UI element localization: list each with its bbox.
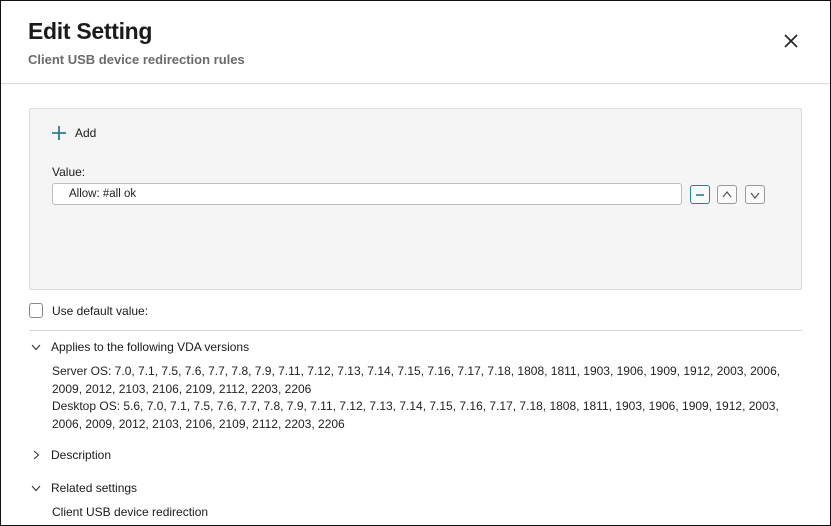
vda-versions: Server OS: 7.0, 7.1, 7.5, 7.6, 7.7, 7.8,…	[52, 363, 802, 433]
value-label: Value:	[52, 165, 86, 179]
dialog-header: Edit Setting Client USB device redirecti…	[1, 1, 830, 84]
chevron-down-icon	[31, 344, 41, 351]
applies-section-toggle[interactable]: Applies to the following VDA versions	[31, 340, 249, 354]
chevron-down-icon	[750, 192, 760, 199]
related-label: Related settings	[51, 481, 138, 495]
chevron-up-icon	[722, 190, 732, 197]
minus-icon	[696, 193, 704, 196]
add-button[interactable]: Add	[51, 125, 96, 141]
use-default-label: Use default value:	[52, 304, 149, 318]
server-os-versions: Server OS: 7.0, 7.1, 7.5, 7.6, 7.7, 7.8,…	[52, 364, 781, 396]
desktop-os-versions: Desktop OS: 5.6, 7.0, 7.1, 7.5, 7.6, 7.7…	[52, 399, 779, 431]
move-up-button[interactable]	[717, 185, 737, 204]
description-label: Description	[51, 448, 112, 462]
remove-button[interactable]	[690, 185, 710, 204]
dialog-title: Edit Setting	[28, 18, 153, 44]
divider	[29, 330, 802, 331]
use-default-checkbox[interactable]	[29, 303, 43, 318]
value-input[interactable]	[52, 183, 682, 205]
chevron-right-icon	[33, 450, 40, 460]
related-setting-item: Client USB device redirection	[52, 505, 209, 519]
add-label: Add	[75, 126, 97, 140]
plus-icon	[52, 126, 66, 140]
applies-label: Applies to the following VDA versions	[51, 340, 250, 354]
related-section-toggle[interactable]: Related settings	[31, 481, 137, 495]
chevron-down-icon	[31, 485, 41, 492]
description-section-toggle[interactable]: Description	[31, 448, 111, 462]
close-icon[interactable]	[781, 31, 801, 51]
move-down-button[interactable]	[745, 185, 765, 204]
dialog-subtitle: Client USB device redirection rules	[28, 52, 245, 67]
